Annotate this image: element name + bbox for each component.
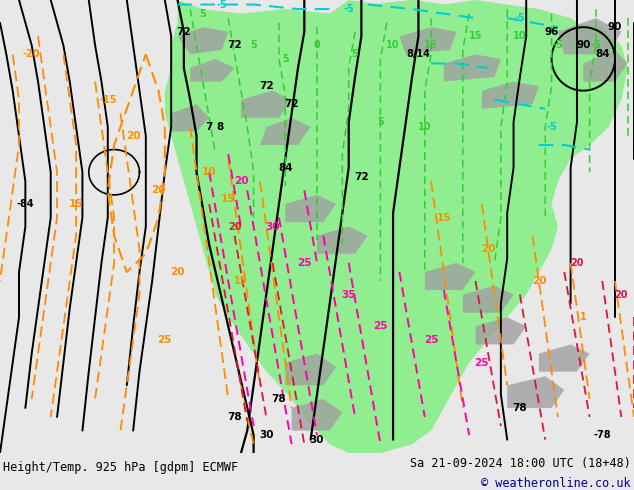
Polygon shape — [317, 0, 590, 81]
Text: 15: 15 — [69, 199, 83, 209]
Polygon shape — [178, 27, 228, 54]
Polygon shape — [425, 263, 476, 290]
Text: 15: 15 — [424, 40, 438, 50]
Text: 25: 25 — [475, 358, 489, 368]
Text: 10: 10 — [202, 167, 216, 177]
Text: 20: 20 — [234, 176, 248, 186]
Text: -15: -15 — [99, 95, 117, 105]
Text: 30: 30 — [310, 435, 324, 444]
Text: © weatheronline.co.uk: © weatheronline.co.uk — [481, 477, 631, 490]
Text: 5: 5 — [352, 49, 358, 59]
Polygon shape — [482, 81, 539, 109]
Text: 5: 5 — [377, 118, 384, 127]
Text: 30: 30 — [259, 430, 273, 440]
Text: -5: -5 — [553, 40, 563, 50]
Text: 20: 20 — [126, 131, 140, 141]
Text: -5: -5 — [217, 0, 227, 9]
Text: 15: 15 — [234, 276, 248, 286]
Text: 84: 84 — [278, 163, 293, 172]
Text: 25: 25 — [373, 321, 387, 331]
Text: 90: 90 — [608, 22, 622, 32]
Text: 72: 72 — [176, 27, 191, 37]
Polygon shape — [190, 59, 235, 81]
Text: 20: 20 — [532, 276, 546, 286]
Polygon shape — [292, 399, 342, 431]
Polygon shape — [583, 50, 628, 81]
Text: 30: 30 — [266, 221, 280, 232]
Text: 15: 15 — [437, 213, 451, 222]
Text: 5: 5 — [250, 40, 257, 50]
Text: 96: 96 — [545, 27, 559, 37]
Text: -5: -5 — [344, 4, 354, 14]
Text: 84: 84 — [595, 49, 610, 59]
Text: 20: 20 — [570, 258, 584, 268]
Text: 20: 20 — [152, 185, 165, 196]
Text: 5: 5 — [282, 54, 288, 64]
Text: Height/Temp. 925 hPa [gdpm] ECMWF: Height/Temp. 925 hPa [gdpm] ECMWF — [3, 462, 238, 474]
Text: -84: -84 — [16, 199, 34, 209]
Text: 1: 1 — [580, 312, 586, 322]
Polygon shape — [285, 354, 336, 385]
Polygon shape — [241, 91, 292, 118]
Text: 72: 72 — [284, 99, 299, 109]
Polygon shape — [463, 286, 514, 313]
Text: 78: 78 — [271, 394, 287, 404]
Text: 25: 25 — [158, 335, 172, 345]
Text: 72: 72 — [354, 172, 369, 182]
Text: 5: 5 — [200, 9, 206, 19]
Text: 7 8: 7 8 — [207, 122, 224, 132]
Polygon shape — [444, 54, 501, 81]
Text: 15: 15 — [469, 31, 482, 41]
Polygon shape — [317, 226, 368, 254]
Text: -5: -5 — [547, 122, 557, 132]
Text: -20: -20 — [23, 49, 41, 59]
Text: 10: 10 — [418, 122, 432, 132]
Text: -5: -5 — [591, 40, 601, 50]
Polygon shape — [171, 104, 209, 131]
Text: 25: 25 — [297, 258, 311, 268]
Text: 8/14: 8/14 — [406, 49, 430, 59]
Polygon shape — [558, 18, 621, 54]
Text: -78: -78 — [593, 430, 611, 440]
Text: -5: -5 — [515, 13, 525, 23]
Text: 90: 90 — [576, 40, 590, 50]
Text: 72: 72 — [227, 40, 242, 50]
Polygon shape — [507, 376, 564, 408]
Polygon shape — [476, 318, 526, 344]
Text: 78: 78 — [227, 412, 242, 422]
Text: 10: 10 — [513, 31, 527, 41]
Text: 25: 25 — [424, 335, 438, 345]
Polygon shape — [285, 195, 336, 222]
Text: 35: 35 — [342, 290, 356, 299]
Polygon shape — [539, 344, 590, 371]
Polygon shape — [165, 0, 628, 453]
Text: 10: 10 — [386, 40, 400, 50]
Text: 78: 78 — [512, 403, 527, 413]
Text: 72: 72 — [259, 81, 274, 91]
Text: Sa 21-09-2024 18:00 UTC (18+48): Sa 21-09-2024 18:00 UTC (18+48) — [410, 457, 631, 470]
Polygon shape — [399, 27, 456, 54]
Polygon shape — [260, 118, 311, 145]
Text: 20: 20 — [614, 290, 628, 299]
Text: 15: 15 — [221, 195, 235, 204]
Text: 20: 20 — [481, 245, 495, 254]
Text: 20: 20 — [228, 221, 242, 232]
Text: 0: 0 — [314, 40, 320, 50]
Text: 20: 20 — [171, 267, 184, 277]
